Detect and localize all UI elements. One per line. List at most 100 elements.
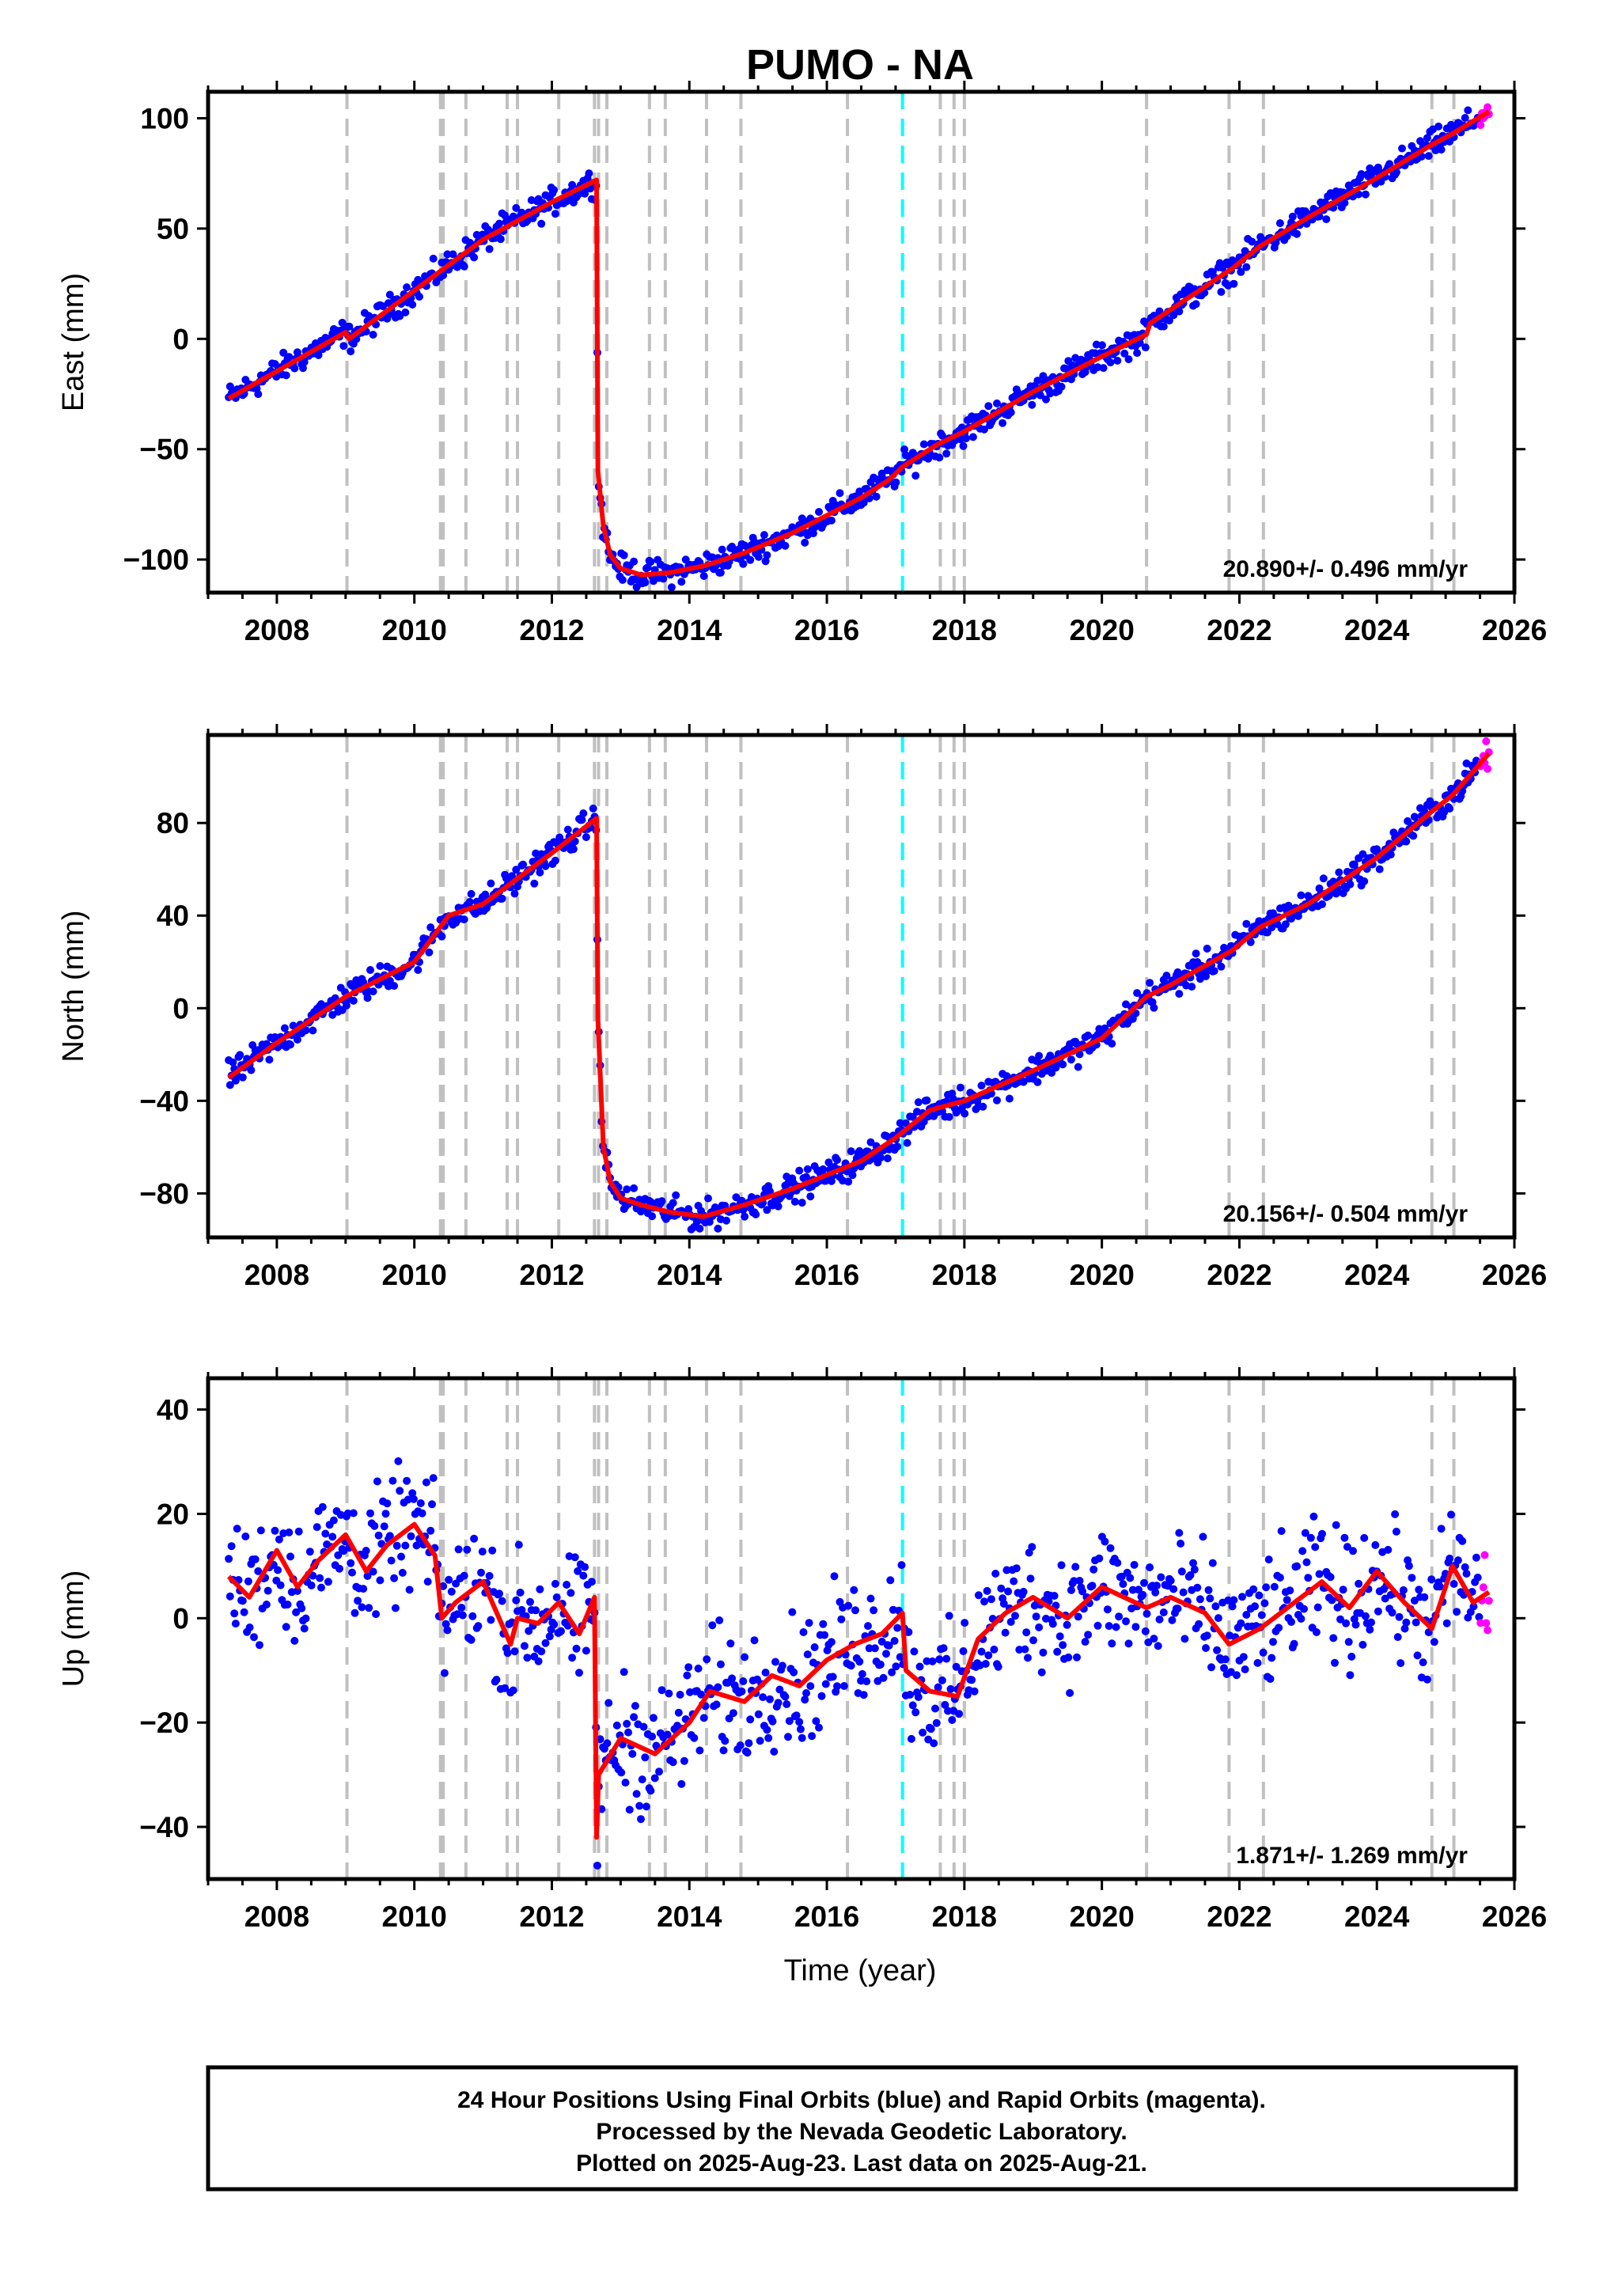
final-orbit-point — [1120, 349, 1129, 358]
final-orbit-point — [1346, 880, 1355, 888]
final-orbit-point — [468, 1612, 477, 1620]
final-orbit-point — [274, 1566, 282, 1574]
final-orbit-point — [1412, 1618, 1420, 1627]
y-tick-label: 100 — [140, 102, 189, 135]
final-orbit-point — [1386, 851, 1395, 859]
final-orbit-point — [1423, 134, 1431, 142]
final-orbit-point — [1424, 152, 1433, 161]
final-orbit-point — [745, 1739, 753, 1748]
final-orbit-point — [1101, 1024, 1109, 1032]
final-orbit-point — [1359, 850, 1367, 858]
final-orbit-point — [821, 1680, 830, 1688]
final-orbit-point — [1010, 1577, 1018, 1586]
final-orbit-point — [1141, 1627, 1150, 1635]
final-orbit-point — [354, 1597, 362, 1605]
final-orbit-point — [1206, 1594, 1215, 1603]
x-tick-label: 2010 — [382, 1259, 447, 1291]
rate-label: 20.890+/- 0.496 mm/yr — [1223, 556, 1468, 582]
final-orbit-point — [1155, 1615, 1164, 1623]
final-orbit-point — [369, 987, 377, 996]
final-orbit-point — [924, 1735, 933, 1744]
final-orbit-point — [994, 1662, 1002, 1671]
final-orbit-point — [646, 558, 655, 566]
final-orbit-point — [1297, 1615, 1306, 1623]
final-orbit-point — [1021, 1645, 1029, 1654]
final-orbit-point — [401, 1541, 410, 1550]
final-orbit-point — [1204, 1586, 1213, 1594]
final-orbit-point — [1450, 1580, 1458, 1588]
final-orbit-point — [545, 1632, 554, 1641]
final-orbit-point — [1264, 1555, 1273, 1564]
final-orbit-point — [883, 1154, 892, 1163]
final-orbit-point — [1059, 1060, 1067, 1069]
final-orbit-point — [1309, 1512, 1318, 1521]
final-orbit-point — [1434, 122, 1443, 131]
final-orbit-point — [536, 1585, 544, 1593]
final-orbit-point — [1140, 1578, 1148, 1587]
final-orbit-point — [1238, 1593, 1246, 1601]
final-orbit-point — [1242, 1611, 1251, 1619]
x-axis-label: Time (year) — [784, 1954, 937, 1987]
final-orbit-point — [980, 1597, 988, 1606]
final-orbit-point — [294, 1527, 303, 1536]
rapid-orbit-point — [1476, 1619, 1485, 1627]
final-orbit-point — [1340, 1533, 1349, 1542]
final-orbit-point — [1063, 1620, 1071, 1629]
final-orbit-point — [1151, 1588, 1160, 1597]
final-orbit-point — [351, 1608, 359, 1617]
final-orbit-point — [1359, 1640, 1367, 1649]
final-orbit-point — [244, 1577, 252, 1586]
final-orbit-point — [788, 1608, 797, 1616]
final-orbit-point — [1277, 1527, 1286, 1536]
final-orbit-point — [1175, 990, 1184, 998]
final-orbit-point — [1050, 1592, 1059, 1600]
final-orbit-point — [1211, 1602, 1220, 1611]
final-orbit-point — [859, 498, 868, 507]
final-orbit-point — [373, 1477, 381, 1486]
final-orbit-point — [1001, 1628, 1010, 1637]
final-orbit-point — [1311, 1543, 1320, 1552]
final-orbit-point — [906, 1691, 915, 1699]
final-orbit-point — [817, 1692, 826, 1700]
final-orbit-point — [472, 230, 481, 239]
final-orbit-point — [739, 559, 748, 568]
final-orbit-point — [1130, 1560, 1139, 1569]
final-orbit-point — [231, 1620, 240, 1628]
final-orbit-point — [923, 1096, 931, 1104]
final-orbit-point — [1015, 1646, 1024, 1654]
final-orbit-point — [339, 342, 348, 350]
final-orbit-point — [307, 1581, 316, 1589]
final-orbit-point — [1349, 1547, 1357, 1555]
final-orbit-point — [931, 1704, 939, 1713]
final-orbit-point — [1275, 1623, 1283, 1632]
final-orbit-point — [801, 538, 809, 547]
final-orbit-point — [363, 994, 372, 1002]
final-orbit-point — [401, 308, 410, 316]
final-orbit-point — [746, 1715, 755, 1724]
final-orbit-point — [847, 1661, 855, 1670]
final-orbit-point — [754, 552, 763, 561]
final-orbit-point — [568, 180, 577, 189]
final-orbit-point — [1154, 1642, 1162, 1650]
final-orbit-point — [383, 1499, 392, 1508]
final-orbit-point — [557, 1627, 565, 1635]
final-orbit-point — [1312, 1628, 1321, 1636]
final-orbit-point — [603, 1739, 612, 1748]
final-orbit-point — [1029, 1636, 1037, 1645]
final-orbit-point — [503, 1649, 512, 1658]
final-orbit-point — [999, 419, 1007, 427]
final-orbit-point — [847, 1147, 855, 1156]
final-orbit-point — [1022, 1628, 1031, 1637]
final-orbit-point — [939, 1644, 948, 1653]
final-orbit-point — [488, 1546, 497, 1555]
final-orbit-point — [1042, 395, 1050, 404]
final-orbit-point — [1300, 1605, 1308, 1613]
final-orbit-point — [827, 516, 836, 525]
final-orbit-point — [1297, 891, 1306, 900]
final-orbit-point — [1350, 860, 1359, 869]
final-orbit-point — [1298, 1547, 1307, 1555]
final-orbit-point — [403, 283, 411, 292]
final-orbit-point — [997, 1584, 1006, 1593]
final-orbit-point — [388, 1476, 397, 1485]
